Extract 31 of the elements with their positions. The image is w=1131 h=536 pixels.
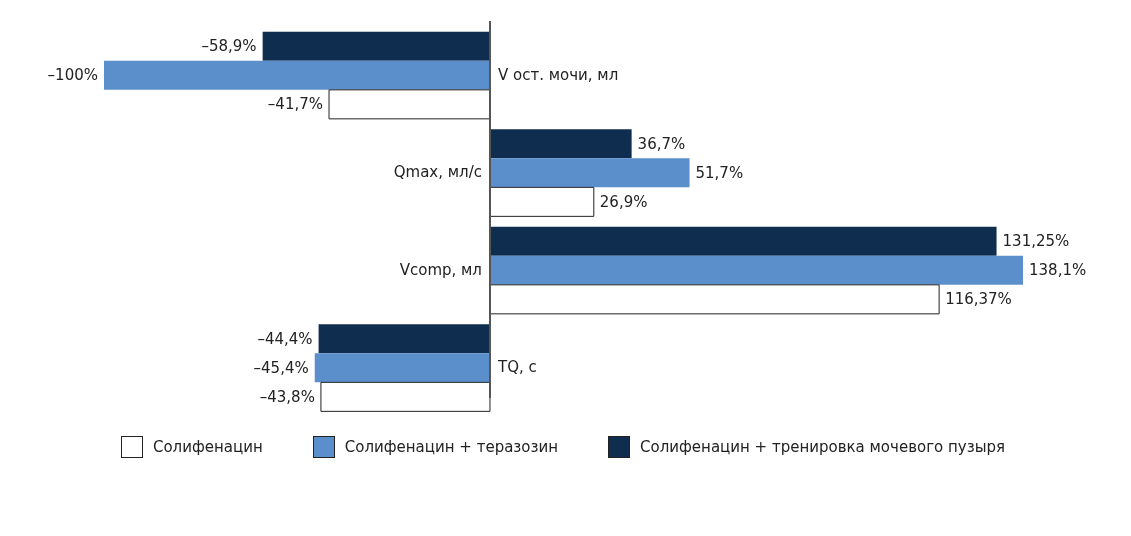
legend-label: Солифенацин bbox=[152, 438, 263, 456]
bar bbox=[320, 381, 491, 412]
y-tick-label: Qmax, мл/с bbox=[393, 163, 482, 182]
bar bbox=[314, 353, 490, 383]
bar bbox=[262, 31, 490, 61]
bar bbox=[489, 284, 940, 315]
data-label: –43,8% bbox=[259, 387, 315, 406]
data-label: 116,37% bbox=[945, 290, 1012, 309]
bar bbox=[489, 158, 690, 188]
data-label: 51,7% bbox=[695, 163, 744, 182]
y-tick-label: Vcomp, мл bbox=[399, 260, 482, 279]
bar bbox=[489, 226, 997, 256]
y-tick-label: TQ, с bbox=[496, 358, 537, 377]
bar bbox=[489, 186, 595, 217]
y-tick-label: V ост. мочи, мл bbox=[497, 65, 619, 84]
data-label: 26,9% bbox=[599, 192, 648, 211]
bar bbox=[489, 129, 632, 159]
legend-label: Солифенацин + теразозин bbox=[344, 438, 559, 456]
data-label: –45,4% bbox=[253, 358, 309, 377]
data-label: 131,25% bbox=[1002, 232, 1070, 251]
data-label: –58,9% bbox=[201, 37, 257, 56]
legend-label: Солифенацин + тренировка мочевого пузыря bbox=[640, 438, 1006, 456]
data-label: –100% bbox=[47, 66, 98, 85]
bar bbox=[104, 60, 490, 90]
data-label: –44,4% bbox=[257, 329, 313, 348]
bar bbox=[318, 324, 490, 354]
bar bbox=[489, 255, 1023, 285]
data-label: 36,7% bbox=[637, 134, 686, 153]
bar bbox=[328, 89, 491, 120]
data-label: 138,1% bbox=[1029, 261, 1087, 280]
data-label: –41,7% bbox=[267, 95, 324, 114]
